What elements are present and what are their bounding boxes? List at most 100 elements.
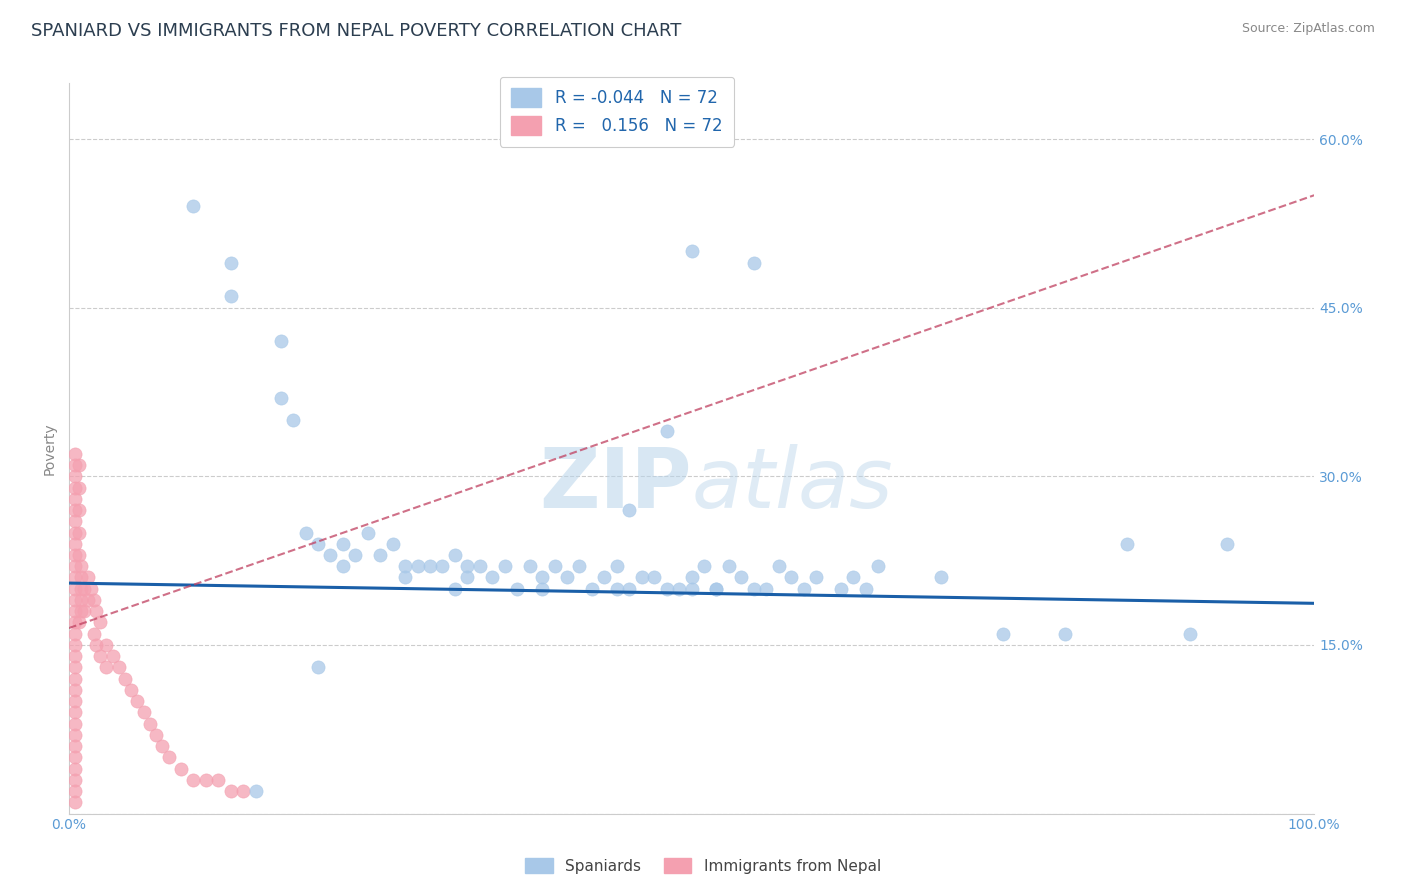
Point [1216,537,1239,551]
Point [63,706,86,720]
Point [73,582,96,596]
Point [76,593,98,607]
Point [63,514,86,528]
Point [444,548,467,562]
Point [63,604,86,618]
Point [543,559,565,574]
Point [344,548,367,562]
Point [96,638,118,652]
Point [319,548,342,562]
Point [63,638,86,652]
Point [183,200,205,214]
Point [519,559,541,574]
Point [368,548,391,562]
Point [70,559,93,574]
Point [63,772,86,787]
Point [63,537,86,551]
Point [1054,626,1077,640]
Point [668,582,690,596]
Point [63,469,86,483]
Point [506,582,529,596]
Point [127,694,149,708]
Point [681,244,703,259]
Point [67,503,90,517]
Point [419,559,441,574]
Point [194,772,217,787]
Point [63,682,86,697]
Point [444,582,467,596]
Point [207,772,229,787]
Point [96,660,118,674]
Point [742,256,765,270]
Text: atlas: atlas [692,444,893,525]
Point [63,716,86,731]
Point [581,582,603,596]
Point [456,570,478,584]
Point [768,559,790,574]
Point [157,750,180,764]
Point [63,582,86,596]
Point [63,458,86,472]
Point [655,582,678,596]
Text: Source: ZipAtlas.com: Source: ZipAtlas.com [1241,22,1375,36]
Point [755,582,778,596]
Point [63,525,86,540]
Point [67,458,90,472]
Point [619,503,641,517]
Point [706,582,728,596]
Point [717,559,740,574]
Point [742,582,765,596]
Point [63,672,86,686]
Point [70,570,93,584]
Point [63,784,86,798]
Point [80,582,103,596]
Point [145,728,167,742]
Point [991,626,1014,640]
Point [67,525,90,540]
Point [63,503,86,517]
Text: ZIP: ZIP [538,444,692,525]
Point [681,570,703,584]
Point [730,570,752,584]
Point [270,334,292,349]
Point [219,289,242,303]
Point [307,660,329,674]
Point [219,256,242,270]
Point [706,582,728,596]
Point [307,537,329,551]
Point [63,739,86,753]
Point [1116,537,1139,551]
Legend: Spaniards, Immigrants from Nepal: Spaniards, Immigrants from Nepal [519,852,887,880]
Point [63,481,86,495]
Point [70,582,93,596]
Point [219,784,242,798]
Point [593,570,616,584]
Point [232,784,254,798]
Point [107,660,129,674]
Point [270,391,292,405]
Point [606,582,628,596]
Point [394,570,416,584]
Point [842,570,865,584]
Point [381,537,404,551]
Point [70,604,93,618]
Point [73,604,96,618]
Point [481,570,503,584]
Point [681,582,703,596]
Point [63,593,86,607]
Point [929,570,952,584]
Point [780,570,803,584]
Point [655,425,678,439]
Point [86,638,108,652]
Point [63,728,86,742]
Point [332,559,354,574]
Point [63,660,86,674]
Point [120,682,142,697]
Point [630,570,652,584]
Point [830,582,852,596]
Point [63,750,86,764]
Point [555,570,578,584]
Point [804,570,827,584]
Point [63,649,86,664]
Point [170,762,193,776]
